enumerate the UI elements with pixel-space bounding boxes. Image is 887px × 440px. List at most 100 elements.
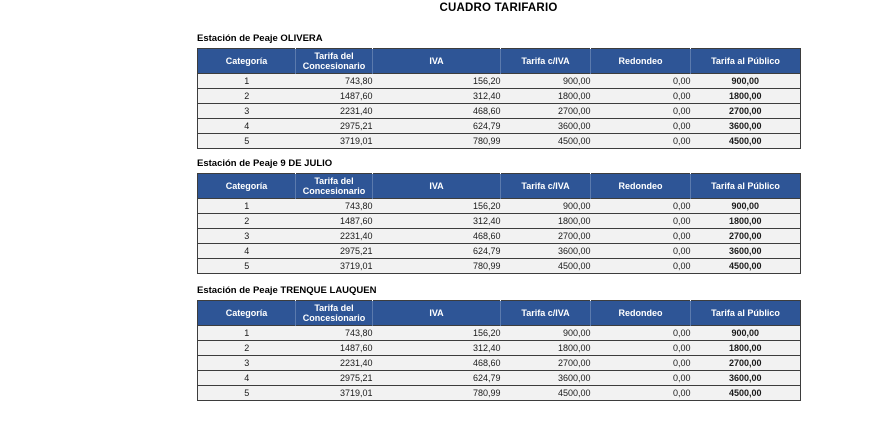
cell-tarifa-c-iva: 2700,00 [500,103,591,119]
cell-categor-a: 3 [197,355,296,371]
cell-tarifa-c-iva: 1800,00 [500,88,591,104]
cell-tarifa-del-concesionario: 2975,21 [295,243,373,259]
column-header-tarifa-c-iva: Tarifa c/IVA [500,48,591,74]
cell-tarifa-del-concesionario: 1487,60 [295,213,373,229]
table-row-category-2: 2 1487,60 312,40 1800,00 0,00 1800,00 [197,88,801,104]
cell-tarifa-c-iva: 2700,00 [500,228,591,244]
tariff-table: Categoría Tarifa del Concesionario IVA Tari… [197,173,801,274]
table-row-category-2: 2 1487,60 312,40 1800,00 0,00 1800,00 [197,340,801,356]
cell-tarifa-al-p-blico: 3600,00 [690,118,801,134]
cell-iva: 624,79 [372,243,501,259]
cell-iva: 468,60 [372,103,501,119]
column-header-tarifa-al-p-blico: Tarifa al Público [690,173,801,199]
cell-redondeo: 0,00 [590,243,691,259]
column-header-tarifa-del-concesionario: Tarifa del Concesionario [295,300,373,326]
cell-redondeo: 0,00 [590,213,691,229]
cell-redondeo: 0,00 [590,133,691,149]
cell-categor-a: 2 [197,213,296,229]
table-header: Categoría Tarifa del Concesionario IVA Tari… [197,300,801,326]
cell-tarifa-del-concesionario: 1487,60 [295,88,373,104]
cell-tarifa-c-iva: 1800,00 [500,213,591,229]
cell-tarifa-del-concesionario: 743,80 [295,198,373,214]
table-row-category-4: 4 2975,21 624,79 3600,00 0,00 3600,00 [197,243,801,259]
table-row-category-5: 5 3719,01 780,99 4500,00 0,00 4500,00 [197,133,801,149]
cell-tarifa-c-iva: 3600,00 [500,243,591,259]
cell-tarifa-del-concesionario: 3719,01 [295,133,373,149]
header-row: Categoría Tarifa del Concesionario IVA Tari… [197,173,801,199]
cell-tarifa-del-concesionario: 2231,40 [295,355,373,371]
cell-iva: 780,99 [372,133,501,149]
cell-categor-a: 5 [197,133,296,149]
column-header-redondeo: Redondeo [590,300,691,326]
cell-tarifa-al-p-blico: 4500,00 [690,385,801,401]
table-header: Categoría Tarifa del Concesionario IVA Tari… [197,173,801,199]
cell-iva: 312,40 [372,213,501,229]
cell-tarifa-del-concesionario: 2231,40 [295,228,373,244]
station-section-estaci-n-de-peaje-olivera: Estación de Peaje OLIVERA Categoría Tarif… [197,33,801,149]
cell-iva: 780,99 [372,385,501,401]
cell-iva: 312,40 [372,88,501,104]
tariff-table: Categoría Tarifa del Concesionario IVA Tari… [197,300,801,401]
table-body: 1 743,80 156,20 900,00 0,00 900,00 2 1487,60 312… [197,198,801,274]
cell-iva: 624,79 [372,370,501,386]
cell-tarifa-al-p-blico: 900,00 [690,325,801,341]
cell-tarifa-al-p-blico: 4500,00 [690,258,801,274]
cell-iva: 312,40 [372,340,501,356]
cell-tarifa-del-concesionario: 3719,01 [295,385,373,401]
cell-redondeo: 0,00 [590,340,691,356]
tariff-table: Categoría Tarifa del Concesionario IVA Tari… [197,48,801,149]
column-header-tarifa-c-iva: Tarifa c/IVA [500,300,591,326]
cell-tarifa-c-iva: 4500,00 [500,133,591,149]
cell-redondeo: 0,00 [590,88,691,104]
column-header-tarifa-al-p-blico: Tarifa al Público [690,300,801,326]
station-label: Estación de Peaje 9 DE JULIO [197,158,333,169]
table-row-category-5: 5 3719,01 780,99 4500,00 0,00 4500,00 [197,385,801,401]
page-title: CUADRO TARIFARIO [439,2,558,14]
cell-iva: 468,60 [372,228,501,244]
cell-iva: 156,20 [372,73,501,89]
column-header-categor-a: Categoría [197,300,296,326]
column-header-iva: IVA [372,300,501,326]
column-header-categor-a: Categoría [197,48,296,74]
cell-tarifa-al-p-blico: 1800,00 [690,340,801,356]
cell-tarifa-c-iva: 900,00 [500,198,591,214]
column-header-tarifa-c-iva: Tarifa c/IVA [500,173,591,199]
station-label: Estación de Peaje OLIVERA [197,33,323,44]
cell-tarifa-al-p-blico: 3600,00 [690,370,801,386]
table-row-category-2: 2 1487,60 312,40 1800,00 0,00 1800,00 [197,213,801,229]
table-row-category-1: 1 743,80 156,20 900,00 0,00 900,00 [197,325,801,341]
table-row-category-5: 5 3719,01 780,99 4500,00 0,00 4500,00 [197,258,801,274]
cell-iva: 156,20 [372,198,501,214]
table-header: Categoría Tarifa del Concesionario IVA Tari… [197,48,801,74]
cell-iva: 624,79 [372,118,501,134]
cell-tarifa-del-concesionario: 1487,60 [295,340,373,356]
cell-tarifa-del-concesionario: 2975,21 [295,118,373,134]
cell-iva: 468,60 [372,355,501,371]
table-row-category-4: 4 2975,21 624,79 3600,00 0,00 3600,00 [197,118,801,134]
cell-tarifa-c-iva: 3600,00 [500,118,591,134]
table-row-category-3: 3 2231,40 468,60 2700,00 0,00 2700,00 [197,355,801,371]
column-header-redondeo: Redondeo [590,48,691,74]
cell-tarifa-del-concesionario: 2975,21 [295,370,373,386]
cell-tarifa-al-p-blico: 2700,00 [690,103,801,119]
cell-redondeo: 0,00 [590,385,691,401]
cell-redondeo: 0,00 [590,198,691,214]
table-row-category-3: 3 2231,40 468,60 2700,00 0,00 2700,00 [197,228,801,244]
table-body: 1 743,80 156,20 900,00 0,00 900,00 2 1487,60 312… [197,73,801,149]
cell-categor-a: 3 [197,228,296,244]
cell-tarifa-c-iva: 4500,00 [500,385,591,401]
cell-tarifa-c-iva: 1800,00 [500,340,591,356]
cell-redondeo: 0,00 [590,103,691,119]
cell-redondeo: 0,00 [590,370,691,386]
column-header-tarifa-al-p-blico: Tarifa al Público [690,48,801,74]
cell-tarifa-al-p-blico: 1800,00 [690,213,801,229]
cell-tarifa-c-iva: 2700,00 [500,355,591,371]
cell-tarifa-c-iva: 900,00 [500,325,591,341]
header-row: Categoría Tarifa del Concesionario IVA Tari… [197,300,801,326]
cell-tarifa-al-p-blico: 3600,00 [690,243,801,259]
cell-categor-a: 1 [197,325,296,341]
cell-categor-a: 5 [197,385,296,401]
cell-redondeo: 0,00 [590,258,691,274]
cell-redondeo: 0,00 [590,325,691,341]
cell-redondeo: 0,00 [590,228,691,244]
